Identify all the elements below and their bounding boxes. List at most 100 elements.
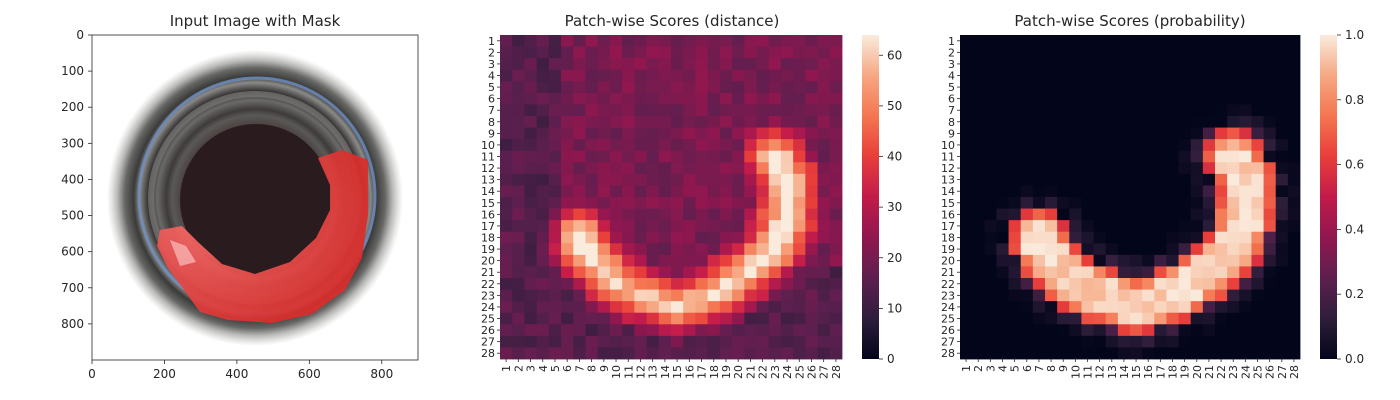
heatmap-cell — [1190, 278, 1204, 290]
heatmap-cell — [744, 81, 757, 94]
heatmap-cell — [1105, 289, 1119, 302]
heatmap-cell — [1105, 150, 1119, 163]
heatmap-cell — [1251, 243, 1264, 256]
heatmap-cell — [683, 92, 696, 105]
heatmap-cell — [984, 208, 997, 221]
heatmap-cell — [817, 312, 831, 325]
heatmap-cell — [1166, 289, 1179, 302]
heatmap-cell — [683, 301, 696, 314]
heatmap-cell — [585, 139, 599, 152]
heatmap-cell — [1093, 335, 1107, 348]
image-y-tick-label: 0 — [76, 28, 84, 42]
heatmap-cell — [1287, 69, 1301, 82]
heatmap-cell — [695, 127, 709, 140]
image-x-axis: 0 200 400 600 800 — [88, 360, 393, 381]
heatmap-cell — [695, 254, 709, 267]
heatmap-cell — [805, 58, 818, 71]
heatmap-cell — [609, 185, 623, 198]
heatmap-cell — [996, 162, 1009, 175]
heatmap-cell — [683, 104, 696, 117]
heatmap-cell — [1178, 243, 1192, 256]
heatmap-cell — [1057, 35, 1070, 47]
heatmap-cell — [1069, 278, 1082, 290]
heatmap-cell — [756, 139, 770, 152]
heatmap-cell — [536, 266, 550, 279]
heatmap-cell — [658, 92, 672, 105]
heatmap-cell — [548, 92, 562, 105]
heatmap-cell — [707, 92, 721, 105]
heatmap-cell — [500, 81, 513, 94]
heatmap-cell — [1263, 208, 1277, 221]
heatmap-cell — [1032, 81, 1046, 94]
heatmap-cell — [732, 35, 745, 47]
heatmap-cell — [695, 150, 709, 163]
heatmap-cell — [996, 35, 1009, 47]
heatmap-cell — [646, 46, 660, 59]
heatmap-cell — [1263, 347, 1277, 360]
heatmap-cell — [960, 69, 973, 82]
heatmap-cell — [646, 266, 660, 279]
heatmap-cell — [512, 46, 525, 59]
heatmap-cell — [780, 185, 794, 198]
heatmap-cell — [1020, 69, 1034, 82]
heatmap-cell — [573, 58, 586, 71]
heatmap-cell — [1117, 139, 1131, 152]
heatmap-y-tick-label: 13 — [941, 174, 955, 187]
heatmap-cell — [793, 231, 806, 244]
heatmap-cell — [1263, 162, 1277, 175]
heatmap-cell — [573, 104, 586, 117]
panel-distance-heatmap: Patch-wise Scores (distance) 12345678910… — [481, 12, 902, 379]
heatmap-cell — [548, 69, 562, 82]
heatmap-x-tick-label: 22 — [1215, 365, 1228, 379]
heatmap-cell — [1069, 243, 1082, 256]
heatmap-cell — [1142, 347, 1155, 360]
heatmap-cell — [1166, 162, 1179, 175]
heatmap-cell — [707, 69, 721, 82]
heatmap-cell — [548, 197, 562, 209]
heatmap-cell — [585, 312, 599, 325]
heatmap-cell — [609, 139, 623, 152]
heatmap-cell — [1215, 197, 1228, 209]
heatmap-cell — [1117, 46, 1131, 59]
heatmap-cell — [1020, 208, 1034, 221]
heatmap-cell — [960, 312, 973, 325]
heatmap-cell — [756, 347, 770, 360]
heatmap-cell — [634, 220, 647, 233]
heatmap-cell — [719, 278, 733, 290]
heatmap-cell — [707, 185, 721, 198]
heatmap-cell — [793, 104, 806, 117]
heatmap-cell — [1190, 127, 1204, 140]
heatmap-cell — [512, 35, 525, 47]
heatmap-cell — [1105, 197, 1119, 209]
heatmap-x-tick-label: 27 — [1276, 365, 1289, 379]
heatmap-cell — [1142, 104, 1155, 117]
heatmap-cell — [1105, 35, 1119, 47]
colorbar-tick-label: 60 — [887, 48, 902, 62]
heatmap-cell — [646, 220, 660, 233]
heatmap-cell — [707, 46, 721, 59]
heatmap-y-tick-label: 3 — [488, 58, 495, 71]
heatmap-cell — [1130, 173, 1143, 186]
heatmap-cell — [1008, 116, 1022, 128]
heatmap-cell — [609, 243, 623, 256]
heatmap-cell — [1287, 220, 1301, 233]
heatmap-cell — [707, 197, 721, 209]
heatmap-cell — [1020, 289, 1034, 302]
heatmap-cell — [793, 162, 806, 175]
heatmap-cell — [622, 185, 635, 198]
probability-heatmap-cells — [960, 35, 1301, 360]
heatmap-cell — [1251, 335, 1264, 348]
heatmap-cell — [1093, 69, 1107, 82]
heatmap-cell — [732, 266, 745, 279]
heatmap-cell — [817, 301, 831, 314]
heatmap-cell — [1166, 301, 1179, 314]
heatmap-cell — [671, 347, 684, 360]
heatmap-cell — [732, 278, 745, 290]
heatmap-cell — [512, 301, 525, 314]
heatmap-cell — [658, 150, 672, 163]
heatmap-cell — [1154, 324, 1167, 337]
heatmap-cell — [1117, 116, 1131, 128]
colorbar-tick-label: 0.6 — [1345, 158, 1364, 172]
heatmap-cell — [548, 312, 562, 325]
heatmap-cell — [960, 347, 973, 360]
